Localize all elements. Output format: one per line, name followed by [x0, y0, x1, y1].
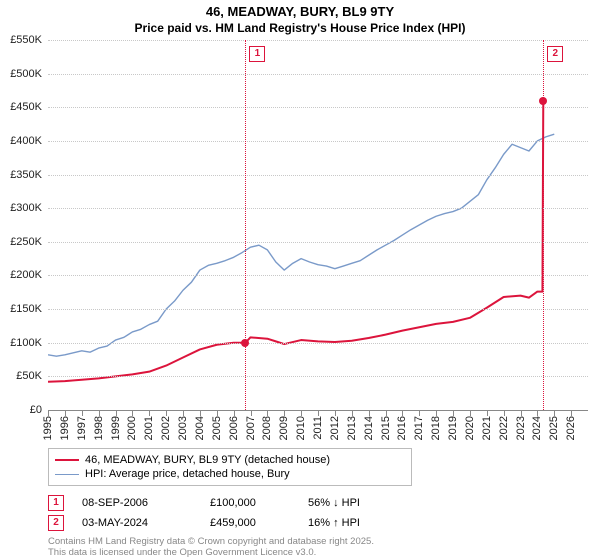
gridline: [48, 74, 588, 75]
x-axis-label: 2001: [143, 416, 155, 440]
gridline: [48, 242, 588, 243]
legend-item: 46, MEADWAY, BURY, BL9 9TY (detached hou…: [55, 453, 405, 467]
gridline: [48, 141, 588, 142]
chart-title-line1: 46, MEADWAY, BURY, BL9 9TY: [0, 0, 600, 21]
y-axis-label: £0: [30, 404, 42, 416]
sale-marker-line: [245, 40, 246, 410]
x-axis-label: 2015: [380, 416, 392, 440]
gridline: [48, 208, 588, 209]
chart-area: £0£50K£100K£150K£200K£250K£300K£350K£400…: [48, 40, 588, 410]
gridline: [48, 343, 588, 344]
legend-label: 46, MEADWAY, BURY, BL9 9TY (detached hou…: [85, 454, 330, 466]
x-axis-label: 2003: [177, 416, 189, 440]
gridline: [48, 40, 588, 41]
annotation-marker-box: 2: [48, 515, 64, 531]
x-axis-label: 2022: [498, 416, 510, 440]
annotation-marker-box: 1: [48, 495, 64, 511]
x-axis-label: 2018: [430, 416, 442, 440]
annotation-price: £100,000: [210, 497, 290, 509]
footer-line2: This data is licensed under the Open Gov…: [48, 548, 374, 559]
annotation-hpi: 16% ↑ HPI: [308, 517, 398, 529]
x-axis-label: 2010: [295, 416, 307, 440]
annotation-hpi: 56% ↓ HPI: [308, 497, 398, 509]
plot-region: £0£50K£100K£150K£200K£250K£300K£350K£400…: [48, 40, 588, 411]
x-axis-label: 2019: [447, 416, 459, 440]
x-axis-label: 2024: [531, 416, 543, 440]
x-axis-label: 1998: [93, 416, 105, 440]
x-axis-label: 2016: [396, 416, 408, 440]
sale-marker-box: 1: [249, 46, 265, 62]
x-axis-label: 2011: [312, 416, 324, 440]
y-axis-label: £250K: [10, 236, 42, 248]
x-axis-label: 1999: [110, 416, 122, 440]
y-axis-label: £500K: [10, 68, 42, 80]
x-axis-label: 2020: [464, 416, 476, 440]
legend: 46, MEADWAY, BURY, BL9 9TY (detached hou…: [48, 448, 412, 486]
y-axis-label: £350K: [10, 169, 42, 181]
sale-marker-box: 2: [547, 46, 563, 62]
y-axis-label: £400K: [10, 135, 42, 147]
annotation-row: 2 03-MAY-2024 £459,000 16% ↑ HPI: [48, 515, 398, 531]
legend-swatch: [55, 459, 79, 461]
annotation-date: 03-MAY-2024: [82, 517, 192, 529]
y-axis-label: £100K: [10, 337, 42, 349]
y-axis-label: £450K: [10, 101, 42, 113]
x-axis-label: 2013: [346, 416, 358, 440]
x-axis-label: 2000: [126, 416, 138, 440]
legend-label: HPI: Average price, detached house, Bury: [85, 468, 290, 480]
gridline: [48, 175, 588, 176]
x-axis-label: 1996: [59, 416, 71, 440]
x-axis-label: 2008: [261, 416, 273, 440]
chart-container: 46, MEADWAY, BURY, BL9 9TY Price paid vs…: [0, 0, 600, 560]
gridline: [48, 275, 588, 276]
x-axis-label: 2009: [278, 416, 290, 440]
x-axis-label: 2004: [194, 416, 206, 440]
x-axis-label: 2007: [245, 416, 257, 440]
x-axis-label: 2012: [329, 416, 341, 440]
x-axis-label: 1995: [42, 416, 54, 440]
footer-attribution: Contains HM Land Registry data © Crown c…: [48, 537, 374, 559]
x-axis-label: 2025: [548, 416, 560, 440]
y-axis-label: £300K: [10, 202, 42, 214]
y-axis-label: £550K: [10, 34, 42, 46]
x-axis-label: 2006: [228, 416, 240, 440]
sale-marker-line: [543, 40, 544, 410]
x-axis-label: 1997: [76, 416, 88, 440]
x-axis-label: 2021: [481, 416, 493, 440]
x-axis-label: 2026: [565, 416, 577, 440]
series-hpi: [48, 134, 554, 356]
x-axis-label: 2005: [211, 416, 223, 440]
x-axis-label: 2023: [515, 416, 527, 440]
legend-swatch: [55, 474, 79, 475]
legend-item: HPI: Average price, detached house, Bury: [55, 467, 405, 481]
annotation-date: 08-SEP-2006: [82, 497, 192, 509]
gridline: [48, 107, 588, 108]
annotation-price: £459,000: [210, 517, 290, 529]
x-axis-label: 2014: [363, 416, 375, 440]
line-series: [48, 40, 588, 410]
y-axis-label: £50K: [16, 370, 42, 382]
gridline: [48, 376, 588, 377]
sale-point-marker: [539, 97, 547, 105]
y-axis-label: £200K: [10, 269, 42, 281]
sale-point-marker: [241, 339, 249, 347]
x-axis-label: 2017: [413, 416, 425, 440]
annotation-row: 1 08-SEP-2006 £100,000 56% ↓ HPI: [48, 495, 398, 511]
x-axis-label: 2002: [160, 416, 172, 440]
chart-title-line2: Price paid vs. HM Land Registry's House …: [0, 21, 600, 39]
gridline: [48, 309, 588, 310]
y-axis-label: £150K: [10, 303, 42, 315]
